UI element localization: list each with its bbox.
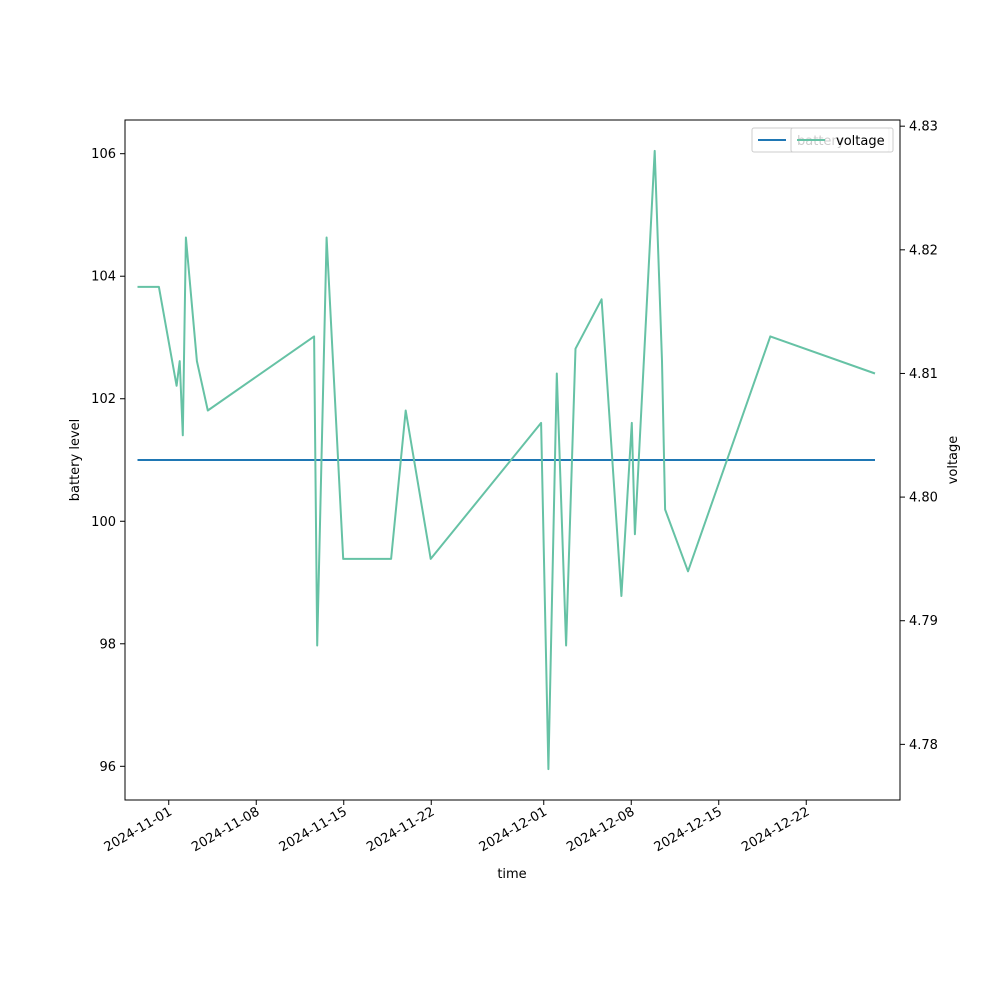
y-axis-left: 96 98 100 102 104 106 xyxy=(91,147,125,775)
plot-frame xyxy=(124,119,901,801)
x-tick-label: 2024-11-15 xyxy=(277,804,350,855)
y2-tick-label: 4.78 xyxy=(909,738,938,753)
y2-tick-label: 4.82 xyxy=(909,243,938,258)
y-axis-right: 4.78 4.79 4.80 4.81 4.82 4.83 xyxy=(900,120,938,753)
legend-voltage-frame xyxy=(790,127,894,153)
x-tick-label: 2024-12-22 xyxy=(739,804,812,855)
x-tick-label: 2024-12-08 xyxy=(564,804,637,855)
x-tick-label: 2024-12-01 xyxy=(477,804,550,855)
y2-tick-label: 4.81 xyxy=(909,367,938,382)
x-tick-label: 2024-11-22 xyxy=(364,804,437,855)
x-tick-label: 2024-11-01 xyxy=(102,804,175,855)
x-axis: 2024-11-01 2024-11-08 2024-11-15 2024-11-22… xyxy=(102,800,812,855)
x-tick-label: 2024-12-15 xyxy=(652,804,725,855)
y-tick-label: 96 xyxy=(99,760,116,775)
series-line-voltage xyxy=(137,149,876,771)
y2-tick-label: 4.79 xyxy=(909,614,938,629)
y-axis-label-left: battery level xyxy=(68,419,83,502)
y2-tick-label: 4.83 xyxy=(909,120,938,135)
y-tick-label: 100 xyxy=(91,515,116,530)
y2-tick-label: 4.80 xyxy=(909,491,938,506)
x-tick-label: 2024-11-08 xyxy=(189,804,262,855)
x-axis-label: time xyxy=(497,867,526,882)
y-tick-label: 102 xyxy=(91,392,116,407)
y-tick-label: 98 xyxy=(99,637,116,652)
legend-voltage: voltage xyxy=(790,127,894,153)
y-tick-label: 104 xyxy=(91,270,116,285)
legend-voltage-label: voltage xyxy=(836,134,885,149)
y-tick-label: 106 xyxy=(91,147,116,162)
y-axis-label-right: voltage xyxy=(946,436,961,485)
